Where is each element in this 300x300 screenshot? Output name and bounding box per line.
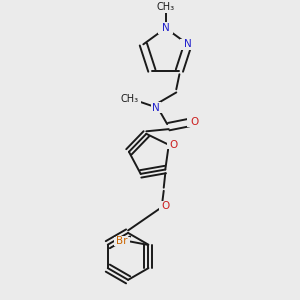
Text: O: O	[190, 117, 198, 127]
FancyBboxPatch shape	[159, 202, 169, 211]
FancyBboxPatch shape	[158, 22, 173, 34]
FancyBboxPatch shape	[114, 237, 130, 246]
FancyBboxPatch shape	[151, 103, 162, 112]
Text: CH₃: CH₃	[157, 2, 175, 12]
FancyBboxPatch shape	[167, 141, 177, 149]
Text: O: O	[161, 201, 170, 212]
FancyBboxPatch shape	[156, 2, 175, 14]
Text: N: N	[162, 23, 170, 33]
Text: CH₃: CH₃	[121, 94, 139, 104]
Text: N: N	[152, 103, 160, 113]
Text: Br: Br	[116, 236, 128, 246]
FancyBboxPatch shape	[180, 39, 196, 50]
FancyBboxPatch shape	[122, 95, 141, 105]
Text: N: N	[184, 39, 192, 49]
Text: O: O	[170, 140, 178, 150]
FancyBboxPatch shape	[187, 118, 198, 127]
